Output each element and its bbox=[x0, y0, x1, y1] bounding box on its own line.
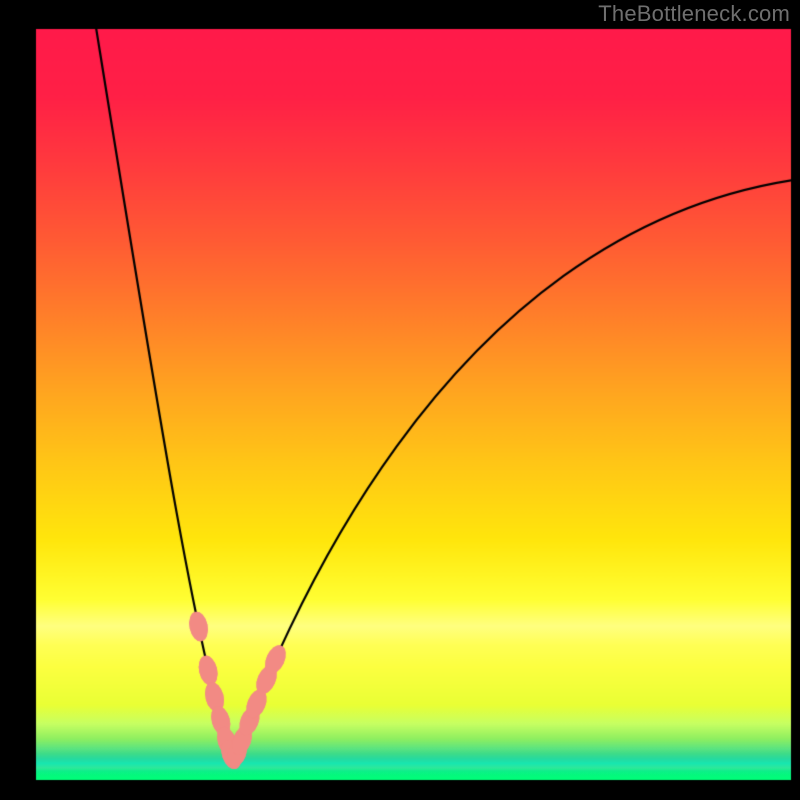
chart-stage: TheBottleneck.com bbox=[0, 0, 800, 800]
watermark: TheBottleneck.com bbox=[598, 1, 790, 27]
chart-canvas bbox=[0, 0, 800, 800]
